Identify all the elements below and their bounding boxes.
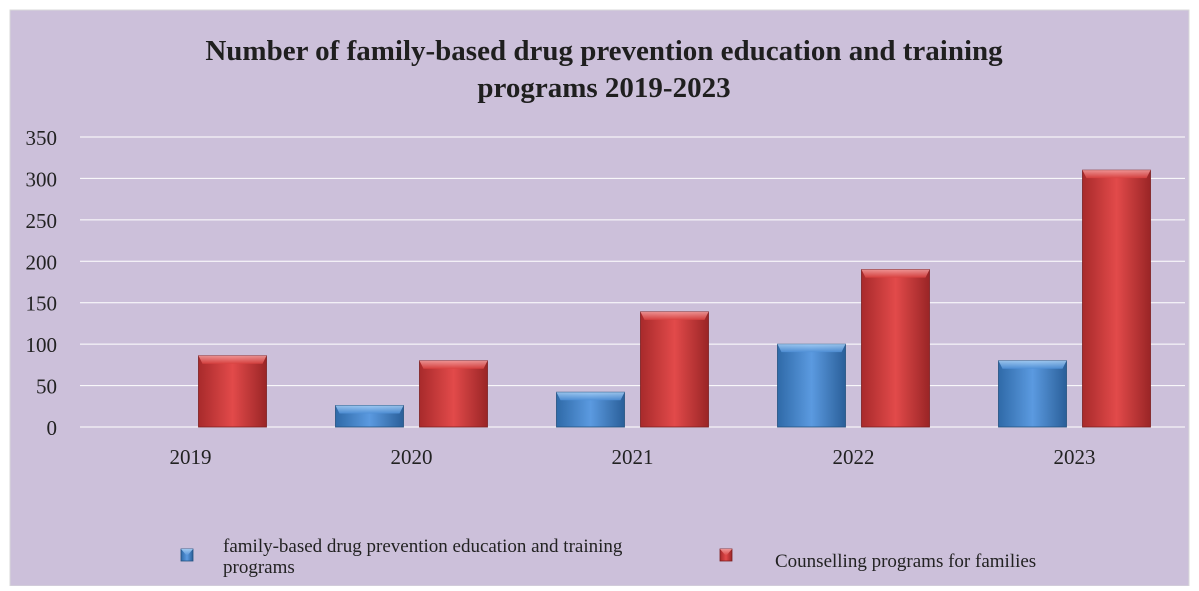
- legend-label: programs: [223, 557, 295, 578]
- bar-bevel: [419, 360, 488, 369]
- legend-label: Counselling programs for families: [775, 551, 1036, 572]
- bar-counselling-2022: [861, 269, 930, 428]
- bar-bevel: [777, 344, 846, 353]
- chart-title-line-2: programs 2019-2023: [477, 72, 730, 104]
- bar-bevel: [861, 269, 930, 278]
- bar-body: [998, 360, 1067, 428]
- y-tick-label: 0: [47, 416, 58, 440]
- bar-bevel: [640, 311, 709, 320]
- x-tick-label: 2020: [391, 445, 433, 469]
- x-tick-label: 2022: [833, 445, 875, 469]
- bar-counselling-2019: [198, 355, 267, 428]
- legend-swatch-bevel: [181, 549, 193, 556]
- bar-body: [777, 343, 846, 428]
- y-tick-label: 200: [26, 250, 58, 274]
- x-tick-label: 2023: [1054, 445, 1096, 469]
- bar-family-based-2020: [335, 405, 404, 428]
- bar-family-based-2021: [556, 391, 625, 428]
- bar-counselling-2020: [419, 360, 488, 428]
- bar-counselling-2023: [1082, 169, 1151, 428]
- bar-bevel: [198, 355, 267, 364]
- bar-bevel: [1082, 170, 1151, 179]
- bar-body: [1082, 169, 1151, 428]
- y-tick-label: 300: [26, 167, 58, 191]
- bar-bevel: [335, 405, 404, 414]
- legend-label: family-based drug prevention education a…: [223, 536, 623, 557]
- chart-title-line-1: Number of family-based drug prevention e…: [205, 35, 1003, 67]
- y-tick-label: 250: [26, 209, 58, 233]
- y-tick-label: 100: [26, 333, 58, 357]
- legend-swatch-bevel: [720, 549, 732, 556]
- bar-body: [861, 269, 930, 428]
- bar-body: [198, 355, 267, 428]
- y-tick-label: 150: [26, 292, 58, 316]
- legend-item: Counselling programs for families: [719, 548, 1036, 572]
- x-axis-ticks: 2019 2020 2021 2022 2023: [170, 445, 1096, 469]
- bar-body: [419, 360, 488, 428]
- y-axis-ticks: 0 50 100 150 200 250 300 350: [26, 126, 58, 440]
- bar-bevel: [998, 360, 1067, 369]
- bar-family-based-2022: [777, 343, 846, 428]
- y-tick-label: 50: [36, 375, 57, 399]
- bar-counselling-2021: [640, 311, 709, 428]
- legend-item: family-based drug prevention education a…: [180, 536, 623, 578]
- bar-family-based-2023: [998, 360, 1067, 428]
- chart-background: [9, 9, 1190, 587]
- y-tick-label: 350: [26, 126, 58, 150]
- bar-bevel: [556, 392, 625, 401]
- x-tick-label: 2021: [612, 445, 654, 469]
- bar-body: [640, 311, 709, 428]
- x-tick-label: 2019: [170, 445, 212, 469]
- bars: [198, 169, 1151, 428]
- legend: family-based drug prevention education a…: [180, 536, 1036, 578]
